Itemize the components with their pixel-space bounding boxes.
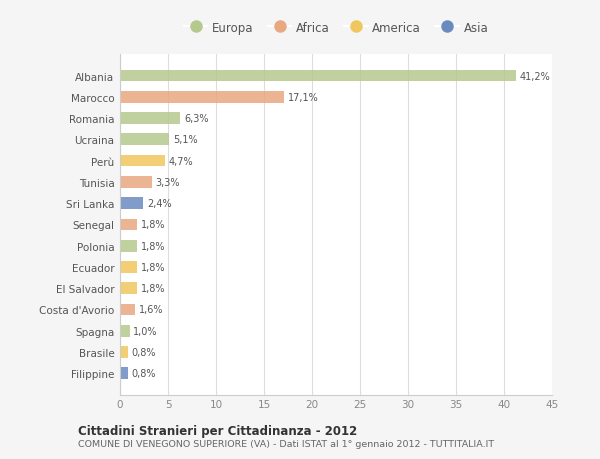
Bar xyxy=(120,156,165,167)
Text: Cittadini Stranieri per Cittadinanza - 2012: Cittadini Stranieri per Cittadinanza - 2… xyxy=(78,424,357,437)
Bar xyxy=(120,325,130,337)
Text: 2,4%: 2,4% xyxy=(147,199,172,209)
Text: 4,7%: 4,7% xyxy=(169,156,194,166)
Text: 41,2%: 41,2% xyxy=(520,71,550,81)
Bar xyxy=(120,113,181,125)
Text: 5,1%: 5,1% xyxy=(173,135,197,145)
Text: 1,8%: 1,8% xyxy=(141,241,166,251)
Text: 1,8%: 1,8% xyxy=(141,220,166,230)
Legend: Europa, Africa, America, Asia: Europa, Africa, America, Asia xyxy=(179,17,493,39)
Text: 6,3%: 6,3% xyxy=(184,114,209,124)
Bar xyxy=(120,198,143,209)
Bar xyxy=(120,347,128,358)
Bar xyxy=(120,368,128,379)
Bar xyxy=(120,241,137,252)
Text: 1,0%: 1,0% xyxy=(133,326,158,336)
Text: COMUNE DI VENEGONO SUPERIORE (VA) - Dati ISTAT al 1° gennaio 2012 - TUTTITALIA.I: COMUNE DI VENEGONO SUPERIORE (VA) - Dati… xyxy=(78,439,494,448)
Text: 1,8%: 1,8% xyxy=(141,284,166,294)
Text: 17,1%: 17,1% xyxy=(288,93,319,102)
Bar xyxy=(120,262,137,273)
Text: 1,8%: 1,8% xyxy=(141,263,166,272)
Bar xyxy=(120,92,284,103)
Bar xyxy=(120,71,515,82)
Text: 0,8%: 0,8% xyxy=(131,347,156,357)
Bar xyxy=(120,219,137,231)
Bar xyxy=(120,304,136,316)
Bar xyxy=(120,283,137,294)
Text: 1,6%: 1,6% xyxy=(139,305,164,315)
Text: 0,8%: 0,8% xyxy=(131,369,156,379)
Text: 3,3%: 3,3% xyxy=(155,178,180,187)
Bar xyxy=(120,134,169,146)
Bar xyxy=(120,177,152,188)
